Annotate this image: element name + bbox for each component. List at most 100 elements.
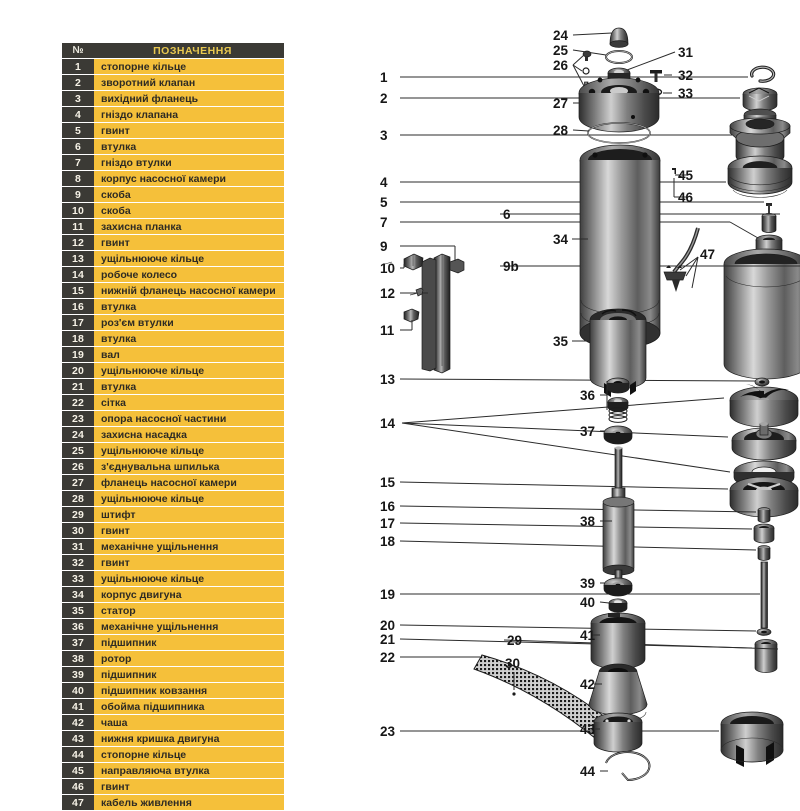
part-12-screw xyxy=(403,287,424,323)
row-name-cell: гвинт xyxy=(94,555,284,570)
table-row: 35 статор xyxy=(62,603,284,618)
row-number-cell: 34 xyxy=(62,587,94,602)
table-row: 13 ущільнююче кільце xyxy=(62,251,284,266)
row-name-cell: штифт xyxy=(94,507,284,522)
table-row: 43 нижня кришка двигуна xyxy=(62,731,284,746)
row-number-cell: 20 xyxy=(62,363,94,378)
header-number-cell: № xyxy=(62,43,94,58)
callout-13: 13 xyxy=(380,372,396,387)
part-9-pump-chamber-body xyxy=(723,248,800,380)
row-number-cell: 35 xyxy=(62,603,94,618)
table-row: 18 втулка xyxy=(62,331,284,346)
part-37-bearing xyxy=(603,425,633,445)
row-number-cell: 47 xyxy=(62,795,94,810)
row-name-cell: кабель живлення xyxy=(94,795,284,810)
row-name-cell: з'єднувальна шпилька xyxy=(94,459,284,474)
table-row: 14 робоче колесо xyxy=(62,267,284,282)
part-14-impeller xyxy=(729,384,799,489)
row-name-cell: ущільнююче кільце xyxy=(94,443,284,458)
row-name-cell: захисна насадка xyxy=(94,427,284,442)
row-number-cell: 42 xyxy=(62,715,94,730)
row-name-cell: статор xyxy=(94,603,284,618)
row-number-cell: 5 xyxy=(62,123,94,138)
row-number-cell: 39 xyxy=(62,667,94,682)
table-row: 19 вал xyxy=(62,347,284,362)
row-name-cell: захисна планка xyxy=(94,219,284,234)
table-row: 9 скоба xyxy=(62,187,284,202)
part-24-protective-cap xyxy=(609,27,629,48)
callout-20: 20 xyxy=(380,618,395,633)
row-name-cell: чаша xyxy=(94,715,284,730)
part-39-bearing xyxy=(603,577,633,597)
table-row: 47 кабель живлення xyxy=(62,795,284,810)
part-13-o-ring xyxy=(754,377,770,387)
row-name-cell: гніздо клапана xyxy=(94,107,284,122)
callout-6: 6 xyxy=(503,207,511,222)
part-16-bush xyxy=(757,507,771,523)
callout-46: 46 xyxy=(678,190,694,205)
callout-16: 16 xyxy=(380,499,396,514)
callout-38: 38 xyxy=(580,514,596,529)
part-43-lower-motor-cover xyxy=(593,712,643,753)
row-name-cell: направляюча втулка xyxy=(94,763,284,778)
table-row: 28 ущільнююче кільце xyxy=(62,491,284,506)
callout-28: 28 xyxy=(553,123,569,138)
callout-4: 4 xyxy=(380,175,388,190)
callout-17: 17 xyxy=(380,516,395,531)
callout-32: 32 xyxy=(678,68,693,83)
row-number-cell: 40 xyxy=(62,683,94,698)
part-38-rotor xyxy=(602,446,635,585)
table-row: 40 підшипник ковзання xyxy=(62,683,284,698)
callout-27: 27 xyxy=(553,96,568,111)
table-row: 1 стопорне кільце xyxy=(62,59,284,74)
row-number-cell: 37 xyxy=(62,635,94,650)
row-number-cell: 1 xyxy=(62,59,94,74)
row-number-cell: 23 xyxy=(62,411,94,426)
exploded-diagram: 1 2 3 xyxy=(300,0,800,800)
part-11-protective-strip xyxy=(421,253,451,374)
table-header: № ПОЗНАЧЕННЯ xyxy=(62,43,284,58)
callout-14: 14 xyxy=(380,416,396,431)
callout-25: 25 xyxy=(553,43,569,58)
row-name-cell: гвинт xyxy=(94,123,284,138)
part-32-screw xyxy=(650,70,662,82)
part-15-lower-flange xyxy=(729,476,799,518)
row-name-cell: гніздо втулки xyxy=(94,155,284,170)
table-row: 37 підшипник xyxy=(62,635,284,650)
row-name-cell: зворотний клапан xyxy=(94,75,284,90)
part-6-bush xyxy=(761,213,777,233)
row-name-cell: нижня кришка двигуна xyxy=(94,731,284,746)
row-number-cell: 17 xyxy=(62,315,94,330)
row-name-cell: гвинт xyxy=(94,779,284,794)
table-row: 33 ущільнююче кільце xyxy=(62,571,284,586)
row-name-cell: підшипник xyxy=(94,667,284,682)
part-23-pump-support xyxy=(720,711,784,767)
part-18-bush xyxy=(757,545,771,561)
callout-11: 12 xyxy=(380,286,395,301)
table-row: 23 опора насосної частини xyxy=(62,411,284,426)
table-row: 24 захисна насадка xyxy=(62,427,284,442)
part-47-power-cable xyxy=(663,227,700,292)
callout-10: 10 xyxy=(380,261,395,276)
callout-12: 11 xyxy=(380,323,395,338)
parts-legend-table: № ПОЗНАЧЕННЯ 1 стопорне кільце 2 зворотний … xyxy=(62,42,284,811)
row-number-cell: 44 xyxy=(62,747,94,762)
table-row: 27 фланець насосної камери xyxy=(62,475,284,490)
callout-35: 35 xyxy=(553,334,569,349)
table-row: 15 нижній фланець насосної камери xyxy=(62,283,284,298)
callout-19: 19 xyxy=(380,587,395,602)
row-name-cell: втулка xyxy=(94,331,284,346)
callout-15: 15 xyxy=(380,475,396,490)
row-name-cell: роз'єм втулки xyxy=(94,315,284,330)
callout-43: 43 xyxy=(580,722,596,737)
callout-7: 7 xyxy=(380,215,388,230)
row-name-cell: опора насосної частини xyxy=(94,411,284,426)
row-number-cell: 8 xyxy=(62,171,94,186)
table-row: 7 гніздо втулки xyxy=(62,155,284,170)
row-number-cell: 9 xyxy=(62,187,94,202)
callout-34: 34 xyxy=(553,232,569,247)
row-name-cell: ротор xyxy=(94,651,284,666)
table-row: 38 ротор xyxy=(62,651,284,666)
callout-9b: 9b xyxy=(503,259,519,274)
callout-42: 42 xyxy=(580,677,595,692)
